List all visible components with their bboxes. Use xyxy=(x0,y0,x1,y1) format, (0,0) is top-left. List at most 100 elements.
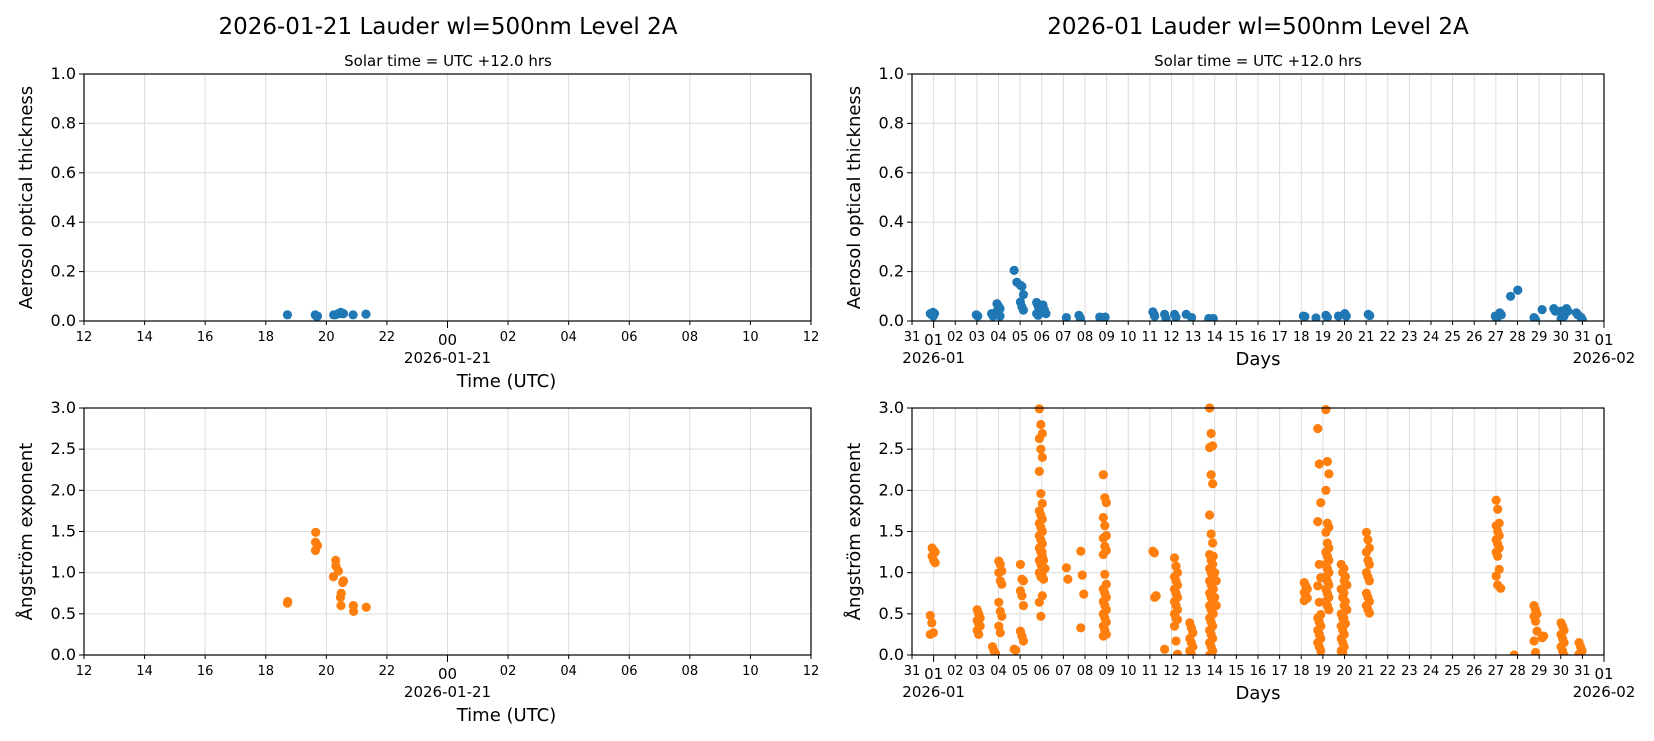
y-axis-label: Ångström exponent xyxy=(843,443,865,621)
data-point xyxy=(1171,312,1181,321)
x-axis-label: Time (UTC) xyxy=(456,371,557,392)
y-tick-label: 3.0 xyxy=(879,398,904,417)
x-tick-label: 20 xyxy=(1336,330,1353,345)
x-tick-label: 00 xyxy=(438,331,457,349)
data-point xyxy=(1339,588,1349,598)
data-point xyxy=(1324,469,1334,479)
x-tick-label: 20 xyxy=(1336,664,1353,679)
data-point xyxy=(1171,636,1181,646)
x-tick-label: 00 xyxy=(438,665,457,683)
data-point xyxy=(1529,636,1539,646)
data-point xyxy=(1100,521,1110,531)
data-point xyxy=(312,311,323,321)
y-tick-label: 0.2 xyxy=(51,262,76,281)
data-point xyxy=(1169,621,1180,631)
data-point xyxy=(929,308,940,319)
data-points xyxy=(925,265,1587,321)
axes-frame xyxy=(911,73,1605,322)
data-point xyxy=(1169,553,1180,563)
x-tick-label: 01 xyxy=(1594,665,1613,683)
x-tick-label: 22 xyxy=(379,330,396,345)
data-point xyxy=(1361,527,1372,537)
data-point xyxy=(1036,611,1046,621)
data-point xyxy=(1037,498,1047,509)
data-point xyxy=(1530,315,1541,321)
x-tick-label: 02 xyxy=(500,330,517,345)
data-point xyxy=(1491,495,1501,505)
data-point xyxy=(1316,646,1326,655)
data-point xyxy=(1339,563,1349,574)
y-tick-label: 0.2 xyxy=(879,262,904,281)
data-point xyxy=(930,558,940,568)
x-tick-label: 10 xyxy=(742,664,759,679)
data-point xyxy=(1314,559,1324,570)
x-tick-label: 21 xyxy=(1358,330,1375,345)
data-point xyxy=(1361,547,1372,557)
y-tick-label: 0.8 xyxy=(879,113,904,132)
data-point xyxy=(1313,423,1323,434)
data-point xyxy=(997,579,1007,589)
x-tick-label: 20 xyxy=(318,664,335,679)
x-tick-label: 18 xyxy=(257,330,274,345)
x-tick-label: 13 xyxy=(1185,330,1202,345)
data-point xyxy=(1496,310,1506,320)
x-tick-label: 29 xyxy=(1531,664,1548,679)
data-point xyxy=(1077,570,1087,580)
x-tick-label: 12 xyxy=(76,330,93,345)
x-tick-label: 19 xyxy=(1315,664,1332,679)
data-point xyxy=(1061,312,1071,321)
data-point xyxy=(338,308,349,319)
data-point xyxy=(1098,631,1108,641)
panel-daily_angstrom: 0.0 0.5 1.0 1.5 2.0 2.5 3.0 12 14 16 18 20 22 00 02 04 0… xyxy=(15,398,819,726)
x-tick-label: 09 xyxy=(1098,664,1115,679)
y-tick-label: 1.0 xyxy=(879,64,904,83)
panel-monthly_aot: 0.00.20.40.60.81.031 01 02 03 04 05 06 07 08 09 10… xyxy=(844,64,1635,370)
x-tick-label: 04 xyxy=(560,330,577,345)
x-tick-label: 15 xyxy=(1228,330,1245,345)
data-point xyxy=(1098,533,1108,543)
data-point xyxy=(1205,442,1215,453)
y-tick-label: 0.6 xyxy=(51,163,76,182)
data-point xyxy=(1577,315,1587,321)
x-tick-label: 10 xyxy=(1120,330,1137,345)
x-tick-label: 22 xyxy=(1379,664,1396,679)
y-tick-label: 0.5 xyxy=(51,604,76,623)
data-point xyxy=(994,597,1004,607)
data-point xyxy=(1098,549,1108,560)
data-point xyxy=(1321,405,1331,415)
data-point xyxy=(348,310,358,320)
data-point xyxy=(1505,291,1516,301)
data-point xyxy=(282,310,293,320)
data-point xyxy=(1556,313,1566,321)
axes-frame xyxy=(83,73,812,322)
x-tick-label: 25 xyxy=(1444,330,1461,345)
data-point xyxy=(1530,647,1541,655)
data-point xyxy=(1338,647,1348,655)
data-point xyxy=(1100,569,1110,579)
data-point xyxy=(1036,419,1046,430)
data-point xyxy=(1011,645,1021,655)
x-tick-label: 01 xyxy=(1594,331,1613,349)
x-tick-label: 06 xyxy=(1033,664,1050,679)
data-point xyxy=(1342,605,1352,615)
x-tick-label: 24 xyxy=(1423,664,1440,679)
x-tick-label: 23 xyxy=(1401,664,1418,679)
data-point xyxy=(1210,568,1220,578)
data-point xyxy=(338,577,348,588)
x-tick-label: 28 xyxy=(1509,330,1526,345)
data-point xyxy=(1079,589,1089,599)
data-point xyxy=(348,606,359,616)
data-point xyxy=(335,592,346,602)
data-point xyxy=(1342,580,1352,590)
x-tick-label: 14 xyxy=(136,664,153,679)
data-point xyxy=(1061,563,1071,573)
data-point xyxy=(1322,456,1332,467)
y-tick-label: 0.5 xyxy=(879,604,904,623)
data-point xyxy=(1037,452,1047,462)
data-point xyxy=(973,311,983,321)
y-tick-label: 0.0 xyxy=(51,645,76,664)
data-point xyxy=(1313,581,1323,591)
data-point xyxy=(1321,527,1331,537)
x-tick-label: 13 xyxy=(1185,664,1202,679)
x-axis-label: Days xyxy=(1236,349,1281,370)
